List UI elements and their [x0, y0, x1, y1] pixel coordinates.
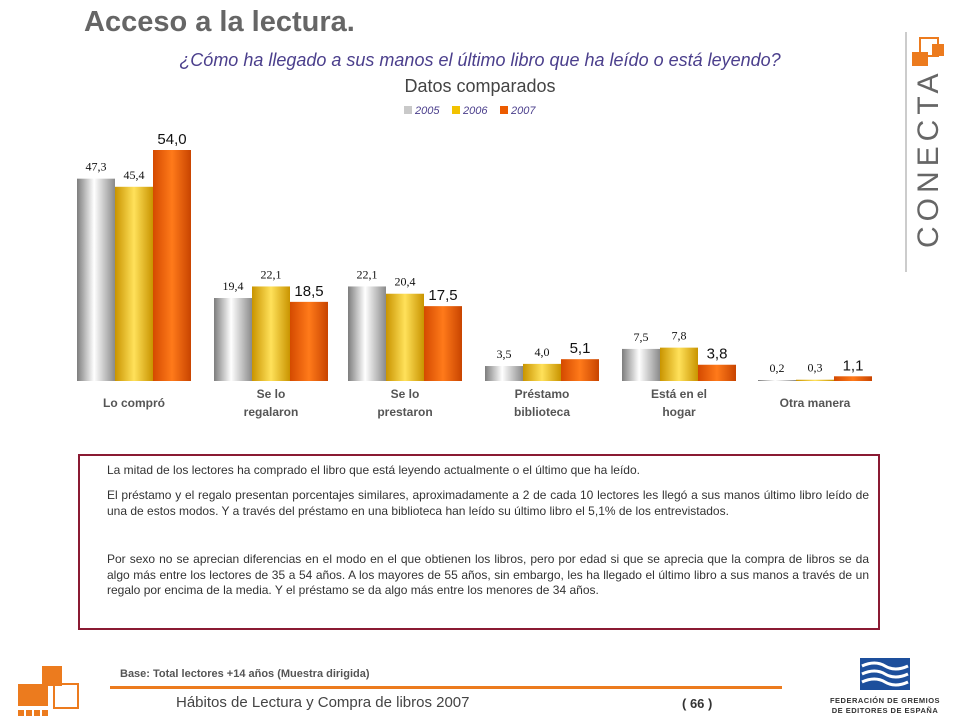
category-label-3-0: Préstamo [515, 387, 570, 401]
value-label-3-2005: 3,5 [497, 347, 512, 361]
value-label-2-2007: 17,5 [428, 287, 457, 304]
page-title: Acceso a la lectura. [84, 6, 355, 38]
bar-3-2007 [561, 359, 599, 381]
legend-label-2006: 2006 [462, 105, 488, 117]
page-number: ( 66 ) [682, 696, 713, 711]
category-label-2-1: prestaron [377, 405, 432, 419]
bar-1-2005 [214, 298, 252, 381]
legend-swatch-2007 [500, 106, 508, 114]
value-label-1-2007: 18,5 [294, 283, 323, 300]
bar-0-2005 [77, 178, 115, 381]
legend-swatch-2005 [404, 106, 412, 114]
value-label-5-2006: 0,3 [808, 361, 823, 375]
federacion-name-line2: DE EDITORES DE ESPAÑA [831, 706, 939, 715]
category-label-0-0: Lo compró [103, 396, 165, 410]
chart-value-labels: 47,3 45,4 54,0 19,4 22,1 18,5 22,1 20,4 17,5 3,5 4… [86, 131, 864, 375]
category-label-5-0: Otra manera [780, 396, 851, 410]
sample-base-note: Base: Total lectores +14 años (Muestra d… [120, 668, 370, 680]
value-label-5-2005: 0,2 [770, 361, 785, 375]
value-label-3-2007: 5,1 [570, 340, 591, 357]
footer-title: Hábitos de Lectura y Compra de libros 20… [176, 694, 470, 711]
bar-2-2006 [386, 293, 424, 381]
bar-3-2006 [523, 363, 561, 381]
bar-2-2007 [424, 306, 462, 381]
value-label-2-2006: 20,4 [395, 275, 416, 289]
legend-label-2005: 2005 [414, 105, 440, 117]
legend-label-2007: 2007 [510, 105, 536, 117]
value-label-0-2007: 54,0 [157, 131, 186, 148]
bar-5-2006 [796, 379, 834, 381]
value-label-2-2005: 22,1 [357, 267, 378, 281]
bar-2-2005 [348, 286, 386, 381]
value-label-3-2006: 4,0 [535, 345, 550, 359]
bar-chart: 2005 2006 2007 47,3 45,4 54,0 19,4 22,1 18,5 22,… [77, 105, 872, 419]
bar-5-2007 [834, 376, 872, 381]
question-subtitle: ¿Cómo ha llegado a sus manos el último l… [179, 50, 781, 70]
bar-4-2005 [622, 348, 660, 381]
bar-5-2005 [758, 380, 796, 381]
summary-paragraph-3: Por sexo no se aprecian diferencias en e… [107, 552, 869, 597]
squares-logo [18, 666, 79, 716]
chart-legend: 2005 2006 2007 [404, 105, 536, 117]
chart-category-labels: Lo compró Se lo regalaron Se lo prestaron Pré… [103, 387, 851, 419]
bar-1-2006 [252, 286, 290, 381]
conecta-logo: CONECTA [905, 32, 945, 272]
value-label-1-2006: 22,1 [261, 267, 282, 281]
category-label-1-1: regalaron [244, 405, 299, 419]
value-label-4-2007: 3,8 [707, 346, 728, 363]
summary-box: La mitad de los lectores ha comprado el … [78, 454, 880, 630]
category-label-4-1: hogar [662, 405, 696, 419]
federacion-logo: FEDERACIÓN DE GREMIOS DE EDITORES DE ESP… [820, 656, 950, 720]
comparison-subtitle: Datos comparados [404, 76, 556, 96]
conecta-logo-text: CONECTA [912, 69, 945, 248]
bar-0-2006 [115, 186, 153, 381]
value-label-4-2006: 7,8 [672, 329, 687, 343]
legend-swatch-2006 [452, 106, 460, 114]
category-label-3-1: biblioteca [514, 405, 570, 419]
category-label-4-0: Está en el [651, 387, 707, 401]
bar-1-2007 [290, 301, 328, 381]
footer-divider [110, 686, 782, 689]
chart-bars [77, 150, 872, 381]
value-label-0-2006: 45,4 [124, 168, 145, 182]
value-label-4-2005: 7,5 [634, 330, 649, 344]
value-label-1-2005: 19,4 [223, 279, 244, 293]
bar-4-2007 [698, 364, 736, 381]
bar-0-2007 [153, 150, 191, 381]
summary-paragraph-1: La mitad de los lectores ha comprado el … [107, 463, 640, 477]
federacion-emblem-icon [860, 658, 910, 690]
summary-paragraph-2: El préstamo y el regalo presentan porcen… [107, 488, 869, 518]
category-label-2-0: Se lo [391, 387, 420, 401]
federacion-name-line1: FEDERACIÓN DE GREMIOS [829, 696, 941, 705]
bar-4-2006 [660, 347, 698, 381]
value-label-0-2005: 47,3 [86, 160, 107, 174]
value-label-5-2007: 1,1 [843, 357, 864, 374]
bar-3-2005 [485, 366, 523, 381]
category-label-1-0: Se lo [257, 387, 286, 401]
